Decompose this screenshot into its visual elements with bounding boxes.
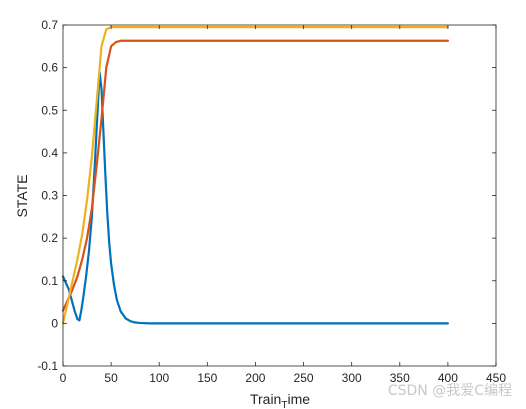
- y-tick-label: 0.5: [41, 103, 58, 117]
- x-axis-label: TrainTime: [250, 391, 310, 409]
- watermark: CSDN @我爱C编程: [388, 383, 512, 399]
- series-layer: [61, 26, 449, 325]
- series-line-3: [61, 26, 449, 325]
- x-tick-label: 150: [197, 371, 217, 385]
- y-tick-label: 0.1: [41, 274, 58, 288]
- y-tick-label: 0.3: [41, 189, 58, 203]
- series-line-2: [61, 39, 449, 312]
- y-tick-label: 0.4: [41, 146, 58, 160]
- x-tick-label: 50: [104, 371, 118, 385]
- x-tick-label: 300: [342, 371, 362, 385]
- x-tick-label: 400: [438, 371, 458, 385]
- x-ticks: 0 50 100 150 200 250 300 350 400 450: [60, 25, 506, 385]
- y-tick-label: -0.1: [37, 359, 58, 373]
- x-tick-label: 450: [486, 371, 506, 385]
- x-tick-label: 250: [294, 371, 314, 385]
- y-ticks: -0.1 0 0.1 0.2 0.3 0.4 0.5 0.6 0.7: [37, 18, 496, 373]
- x-tick-label: 200: [245, 371, 265, 385]
- plot-area: 0 50 100 150 200 250 300 350 400 450 -0.100.10.20…: [37, 18, 506, 385]
- x-tick-label: 0: [60, 371, 67, 385]
- y-tick-label: 0.2: [41, 231, 58, 245]
- series-line-1: [61, 70, 449, 325]
- y-tick-label: 0.6: [41, 61, 58, 75]
- axes-background: [63, 25, 496, 366]
- y-tick-label: 0.7: [41, 18, 58, 32]
- y-tick-label: 0: [51, 316, 58, 330]
- x-tick-label: 350: [390, 371, 410, 385]
- y-axis-label: STATE: [14, 174, 30, 217]
- x-tick-label: 100: [149, 371, 169, 385]
